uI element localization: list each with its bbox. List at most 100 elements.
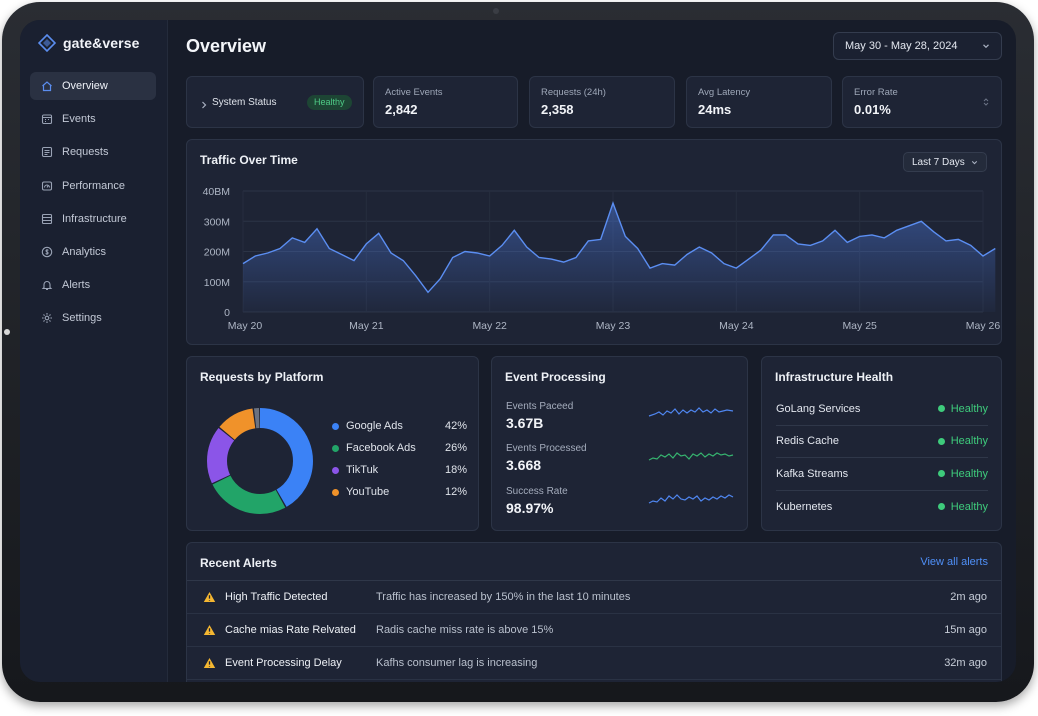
platform-card: Requests by Platform Google Ads 42% Face…: [186, 356, 479, 531]
service-name: Redis Cache: [776, 435, 839, 448]
event-processing-card: Event Processing Events Paceed 3.67B Eve…: [491, 356, 748, 531]
alert-row[interactable]: Event Processing Delay Kafhs consumer la…: [187, 647, 1001, 680]
legend-name: Facebook Ads: [346, 442, 416, 454]
kpi-label: Avg Latency: [698, 87, 751, 98]
x-tick-label: May 26: [966, 320, 1001, 332]
legend-dot: [332, 422, 339, 430]
event-metric-label: Success Rate: [506, 486, 568, 497]
sidebar-item-overview[interactable]: Overview: [30, 72, 156, 100]
platform-donut-chart: [207, 408, 313, 514]
legend-name: TikTuk: [346, 464, 379, 476]
logo-icon: [38, 34, 56, 52]
service-status: Healthy: [950, 500, 988, 513]
sidebar-item-label: Events: [62, 113, 96, 126]
alert-time: 32m ago: [944, 657, 987, 669]
system-status-label: System Status: [212, 97, 277, 108]
legend-item: YouTube 12%: [332, 481, 467, 503]
sidebar-item-performance[interactable]: Performance: [30, 172, 156, 200]
time-range-select[interactable]: Last 7 Days: [903, 152, 987, 172]
platform-legend: Google Ads 42% Facebook Ads 26% TikTuk 1…: [332, 415, 467, 503]
kpi-active-events: Active Events 2,842: [373, 76, 518, 128]
event-metric: Success Rate 98.97%: [506, 486, 568, 516]
donut-slice-tiktuk: [207, 408, 313, 514]
divider: [187, 580, 1001, 581]
infrastructure-health-card: Infrastructure Health GoLang Services He…: [761, 356, 1002, 531]
legend-percent: 18%: [444, 464, 467, 476]
service-status: Healthy: [950, 467, 988, 480]
sidebar-item-label: Overview: [62, 80, 108, 92]
alert-description: Traffic has increased by 150% in the las…: [376, 591, 631, 603]
legend-dot: [332, 488, 339, 496]
event-metric-value: 3.668: [506, 457, 542, 473]
gear-icon: [40, 312, 53, 325]
legend-percent: 26%: [444, 442, 467, 454]
status-dot: [937, 470, 945, 478]
chevron-down-icon: [981, 41, 991, 54]
kpi-label: Active Events: [385, 87, 443, 98]
infrastructure-list: GoLang Services Healthy Redis Cache Heal…: [776, 393, 988, 523]
sidebar-item-label: Analytics: [62, 245, 107, 258]
y-tick-label: 200M: [204, 247, 230, 259]
recent-alerts-card: Recent Alerts View all alerts High Traff…: [186, 542, 1002, 682]
sparkline-events-paced: [648, 407, 734, 417]
dollar-circle-icon: [40, 245, 53, 258]
brand[interactable]: gate&verse: [38, 34, 140, 52]
kpi-avg-latency: Avg Latency 24ms: [686, 76, 832, 128]
list-item[interactable]: Kafka Streams Healthy: [776, 458, 988, 491]
status-badge: Healthy: [307, 95, 352, 110]
sidebar-item-label: Requests: [62, 146, 109, 159]
legend-item: TikTuk 18%: [332, 459, 467, 481]
sidebar-item-alerts[interactable]: Alerts: [30, 271, 156, 299]
event-metric-value: 3.67B: [506, 415, 544, 431]
service-status: Healthy: [950, 402, 988, 415]
sparkline-success-rate: [648, 494, 734, 504]
kpi-label: Error Rate: [854, 87, 898, 98]
legend-dot: [332, 444, 339, 452]
kpi-error-rate[interactable]: Error Rate 0.01%: [842, 76, 1002, 128]
status-dot: [937, 503, 945, 511]
event-metric: Events Paceed 3.67B: [506, 401, 573, 431]
kpi-value: 24ms: [698, 102, 732, 117]
legend-name: Google Ads: [346, 420, 403, 432]
list-item[interactable]: GoLang Services Healthy: [776, 393, 988, 426]
gauge-icon: [40, 179, 53, 192]
alert-description: Radis cache miss rate is above 15%: [376, 624, 554, 636]
date-range-picker[interactable]: May 30 - May 28, 2024: [833, 32, 1002, 60]
kpi-value: 2,842: [385, 102, 418, 117]
sidebar-item-settings[interactable]: Settings: [30, 304, 156, 332]
sidebar-item-analytics[interactable]: Analytics: [30, 238, 156, 266]
traffic-area: [243, 203, 996, 312]
server-icon: [40, 212, 53, 225]
x-tick-label: May 20: [228, 320, 263, 332]
camera-dot: [493, 8, 499, 14]
legend-percent: 12%: [444, 486, 467, 498]
chevron-right-icon: [200, 97, 208, 115]
x-tick-label: May 23: [596, 320, 631, 332]
sidebar-item-events[interactable]: Events: [30, 105, 156, 133]
kpi-value: 0.01%: [854, 102, 891, 117]
warning-icon: [203, 624, 216, 639]
sidebar-item-requests[interactable]: Requests: [30, 138, 156, 166]
page-title: Overview: [186, 36, 267, 56]
legend-item: Facebook Ads 26%: [332, 437, 467, 459]
view-all-alerts-link[interactable]: View all alerts: [920, 556, 988, 568]
date-range-value: May 30 - May 28, 2024: [845, 40, 958, 52]
alert-row[interactable]: High Traffic Detected Traffic has increa…: [187, 581, 1001, 614]
alert-row[interactable]: Cache mias Rate Relvated Radis cache mis…: [187, 614, 1001, 647]
chevron-down-icon: [970, 158, 979, 170]
status-dot: [937, 405, 945, 413]
sidebar-item-label: Alerts: [62, 279, 91, 292]
y-tick-label: 0: [224, 307, 230, 319]
system-status-card[interactable]: System Status Healthy: [186, 76, 364, 128]
x-tick-label: May 21: [349, 320, 384, 332]
card-title: Infrastructure Health: [775, 370, 894, 384]
tablet-side-button: [4, 329, 10, 335]
sidebar-item-infrastructure[interactable]: Infrastructure: [30, 205, 156, 233]
list-item[interactable]: Redis Cache Healthy: [776, 426, 988, 458]
home-icon: [40, 80, 53, 93]
warning-icon: [203, 591, 216, 606]
service-status: Healthy: [950, 435, 988, 448]
list-item[interactable]: Kubernetes Healthy: [776, 491, 988, 524]
legend-name: YouTube: [346, 486, 390, 498]
